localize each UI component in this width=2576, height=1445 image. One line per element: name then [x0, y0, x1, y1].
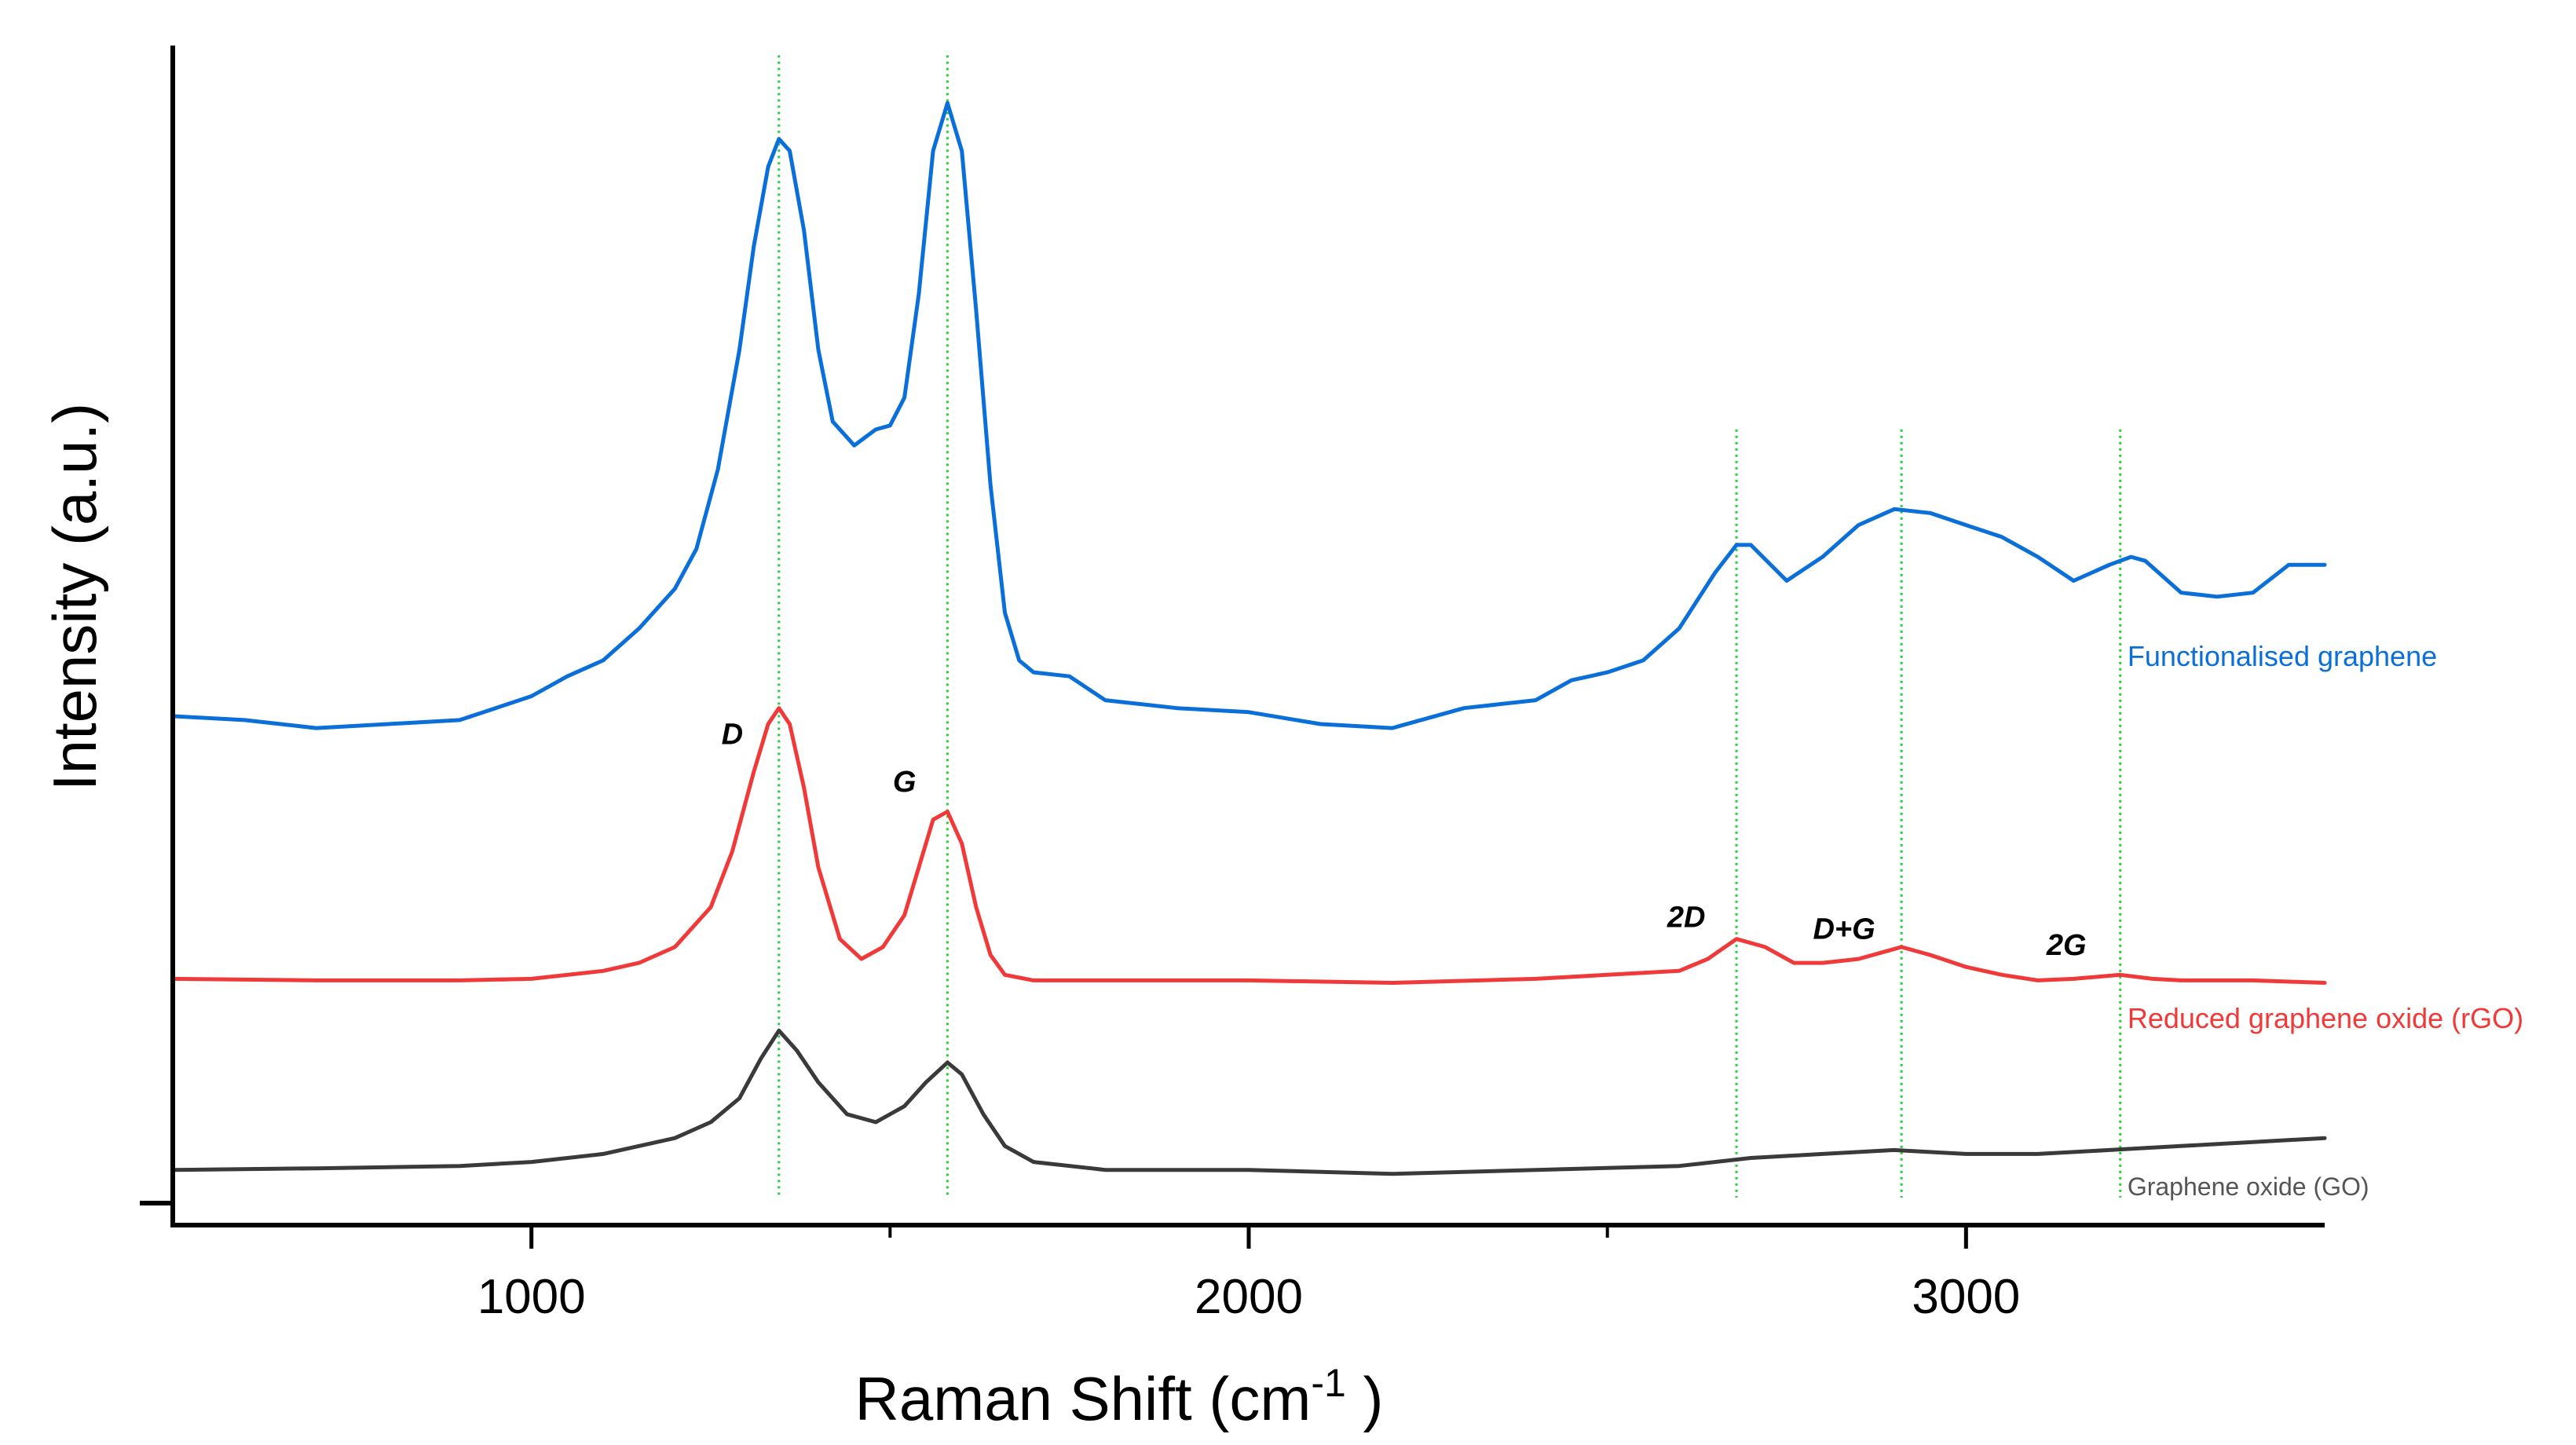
peak-label: D	[722, 718, 743, 751]
series-label-reduced-graphene-oxide-rgo: Reduced graphene oxide (rGO)	[2128, 1002, 2523, 1034]
peak-labels: D G 2D D+G 2G	[722, 718, 2087, 962]
x-tick-label: 3000	[1912, 1270, 2020, 1324]
y-axis-title: Intensity (a.u.)	[40, 403, 109, 791]
peak-label: 2D	[1667, 902, 1706, 935]
series-label-functionalised-graphene: Functionalised graphene	[2128, 640, 2437, 672]
x-tick-label: 1000	[478, 1270, 586, 1324]
peak-label: G	[893, 766, 917, 799]
x-axis-title-superscript: -1	[1311, 1361, 1345, 1405]
series-line-graphene-oxide-go	[170, 1028, 2327, 1176]
x-ticks: 1000 2000 3000	[478, 1225, 2020, 1324]
x-axis-title-main: Raman Shift (cm	[855, 1364, 1312, 1433]
x-tick-label: 2000	[1195, 1270, 1303, 1324]
series-labels: Functionalised graphene Reduced graphene …	[2128, 640, 2523, 1201]
x-axis-title: Raman Shift (cm-1 )	[855, 1361, 1384, 1433]
series-label-graphene-oxide-go: Graphene oxide (GO)	[2128, 1172, 2369, 1201]
x-axis-title-close: )	[1346, 1364, 1384, 1433]
reference-lines	[778, 55, 2122, 1198]
series-line-functionalised-graphene	[170, 101, 2327, 730]
series-line-reduced-graphene-oxide-rgo	[170, 706, 2327, 985]
series-group	[170, 101, 2327, 1176]
peak-label: 2G	[2046, 929, 2087, 962]
peak-label: D+G	[1813, 913, 1875, 946]
